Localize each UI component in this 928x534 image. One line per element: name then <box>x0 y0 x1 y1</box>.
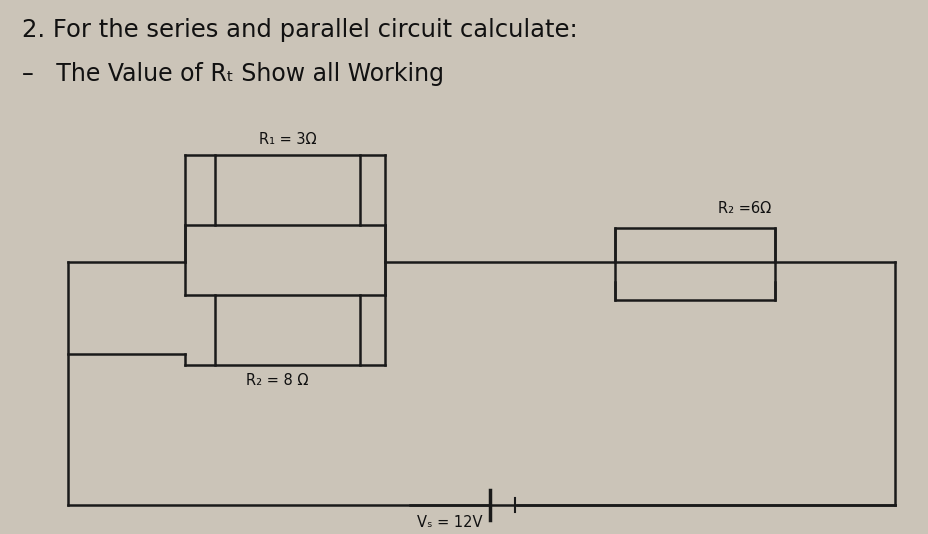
Text: R₂ =6Ω: R₂ =6Ω <box>717 201 771 216</box>
Text: R₁ = 3Ω: R₁ = 3Ω <box>259 132 316 147</box>
Bar <box>214 295 360 365</box>
Bar <box>214 155 360 225</box>
Bar <box>614 228 774 300</box>
Text: 2. For the series and parallel circuit calculate:: 2. For the series and parallel circuit c… <box>22 18 577 42</box>
Text: R₂ = 8 Ω: R₂ = 8 Ω <box>246 373 308 388</box>
Text: –   The Value of Rₜ Show all Working: – The Value of Rₜ Show all Working <box>22 62 444 86</box>
Text: Vₛ = 12V: Vₛ = 12V <box>417 515 483 530</box>
